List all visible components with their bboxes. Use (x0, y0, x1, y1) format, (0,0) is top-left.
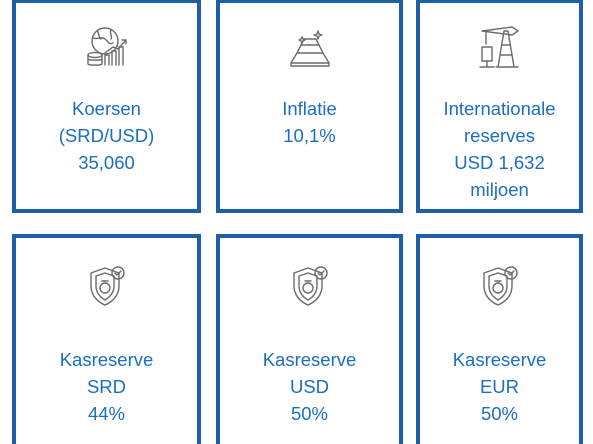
card-line: EUR (479, 376, 520, 397)
card-line: Koersen (72, 98, 141, 119)
icon-shield (482, 266, 518, 306)
card-line: reserves (464, 125, 535, 146)
icon-gold (289, 30, 330, 67)
card-text: Kasreserve USD 50% (220, 346, 399, 427)
card-line: 50% (290, 403, 329, 424)
card-line: 50% (480, 403, 519, 424)
card: Kasreserve USD 50% (216, 234, 403, 444)
icon-shield (89, 266, 125, 306)
card-line: (SRD/USD) (58, 125, 155, 146)
icon-globe (86, 27, 127, 66)
card: Koersen (SRD/USD) 35,060 (12, 0, 201, 213)
icon-oil-pump (478, 26, 519, 68)
card-line: Inflatie (282, 98, 337, 119)
card: Kasreserve EUR 50% (416, 234, 583, 444)
card-text: Kasreserve EUR 50% (420, 346, 579, 427)
icon-shield (292, 266, 328, 306)
card-line: miljoen (470, 179, 529, 200)
card-line: 10,1% (283, 125, 336, 146)
card-text: Kasreserve SRD 44% (16, 346, 197, 427)
card-line: USD (289, 376, 330, 397)
card-line: 44% (87, 403, 126, 424)
card-line: USD 1,632 (454, 152, 545, 173)
card-line: SRD (86, 376, 127, 397)
card-line: Internationale (443, 98, 556, 119)
card-line: Kasreserve (262, 349, 357, 370)
card: Kasreserve SRD 44% (12, 234, 201, 444)
card-text: Koersen (SRD/USD) 35,060 (16, 95, 197, 176)
card-line: Kasreserve (59, 349, 154, 370)
card-line: 35,060 (78, 152, 135, 173)
card-line: Kasreserve (452, 349, 547, 370)
card: Inflatie 10,1% (216, 0, 403, 213)
card: Internationale reserves USD 1,632 miljoen (416, 0, 583, 213)
card-text: Internationale reserves USD 1,632 miljoen (420, 95, 579, 203)
card-text: Inflatie 10,1% (220, 95, 399, 149)
